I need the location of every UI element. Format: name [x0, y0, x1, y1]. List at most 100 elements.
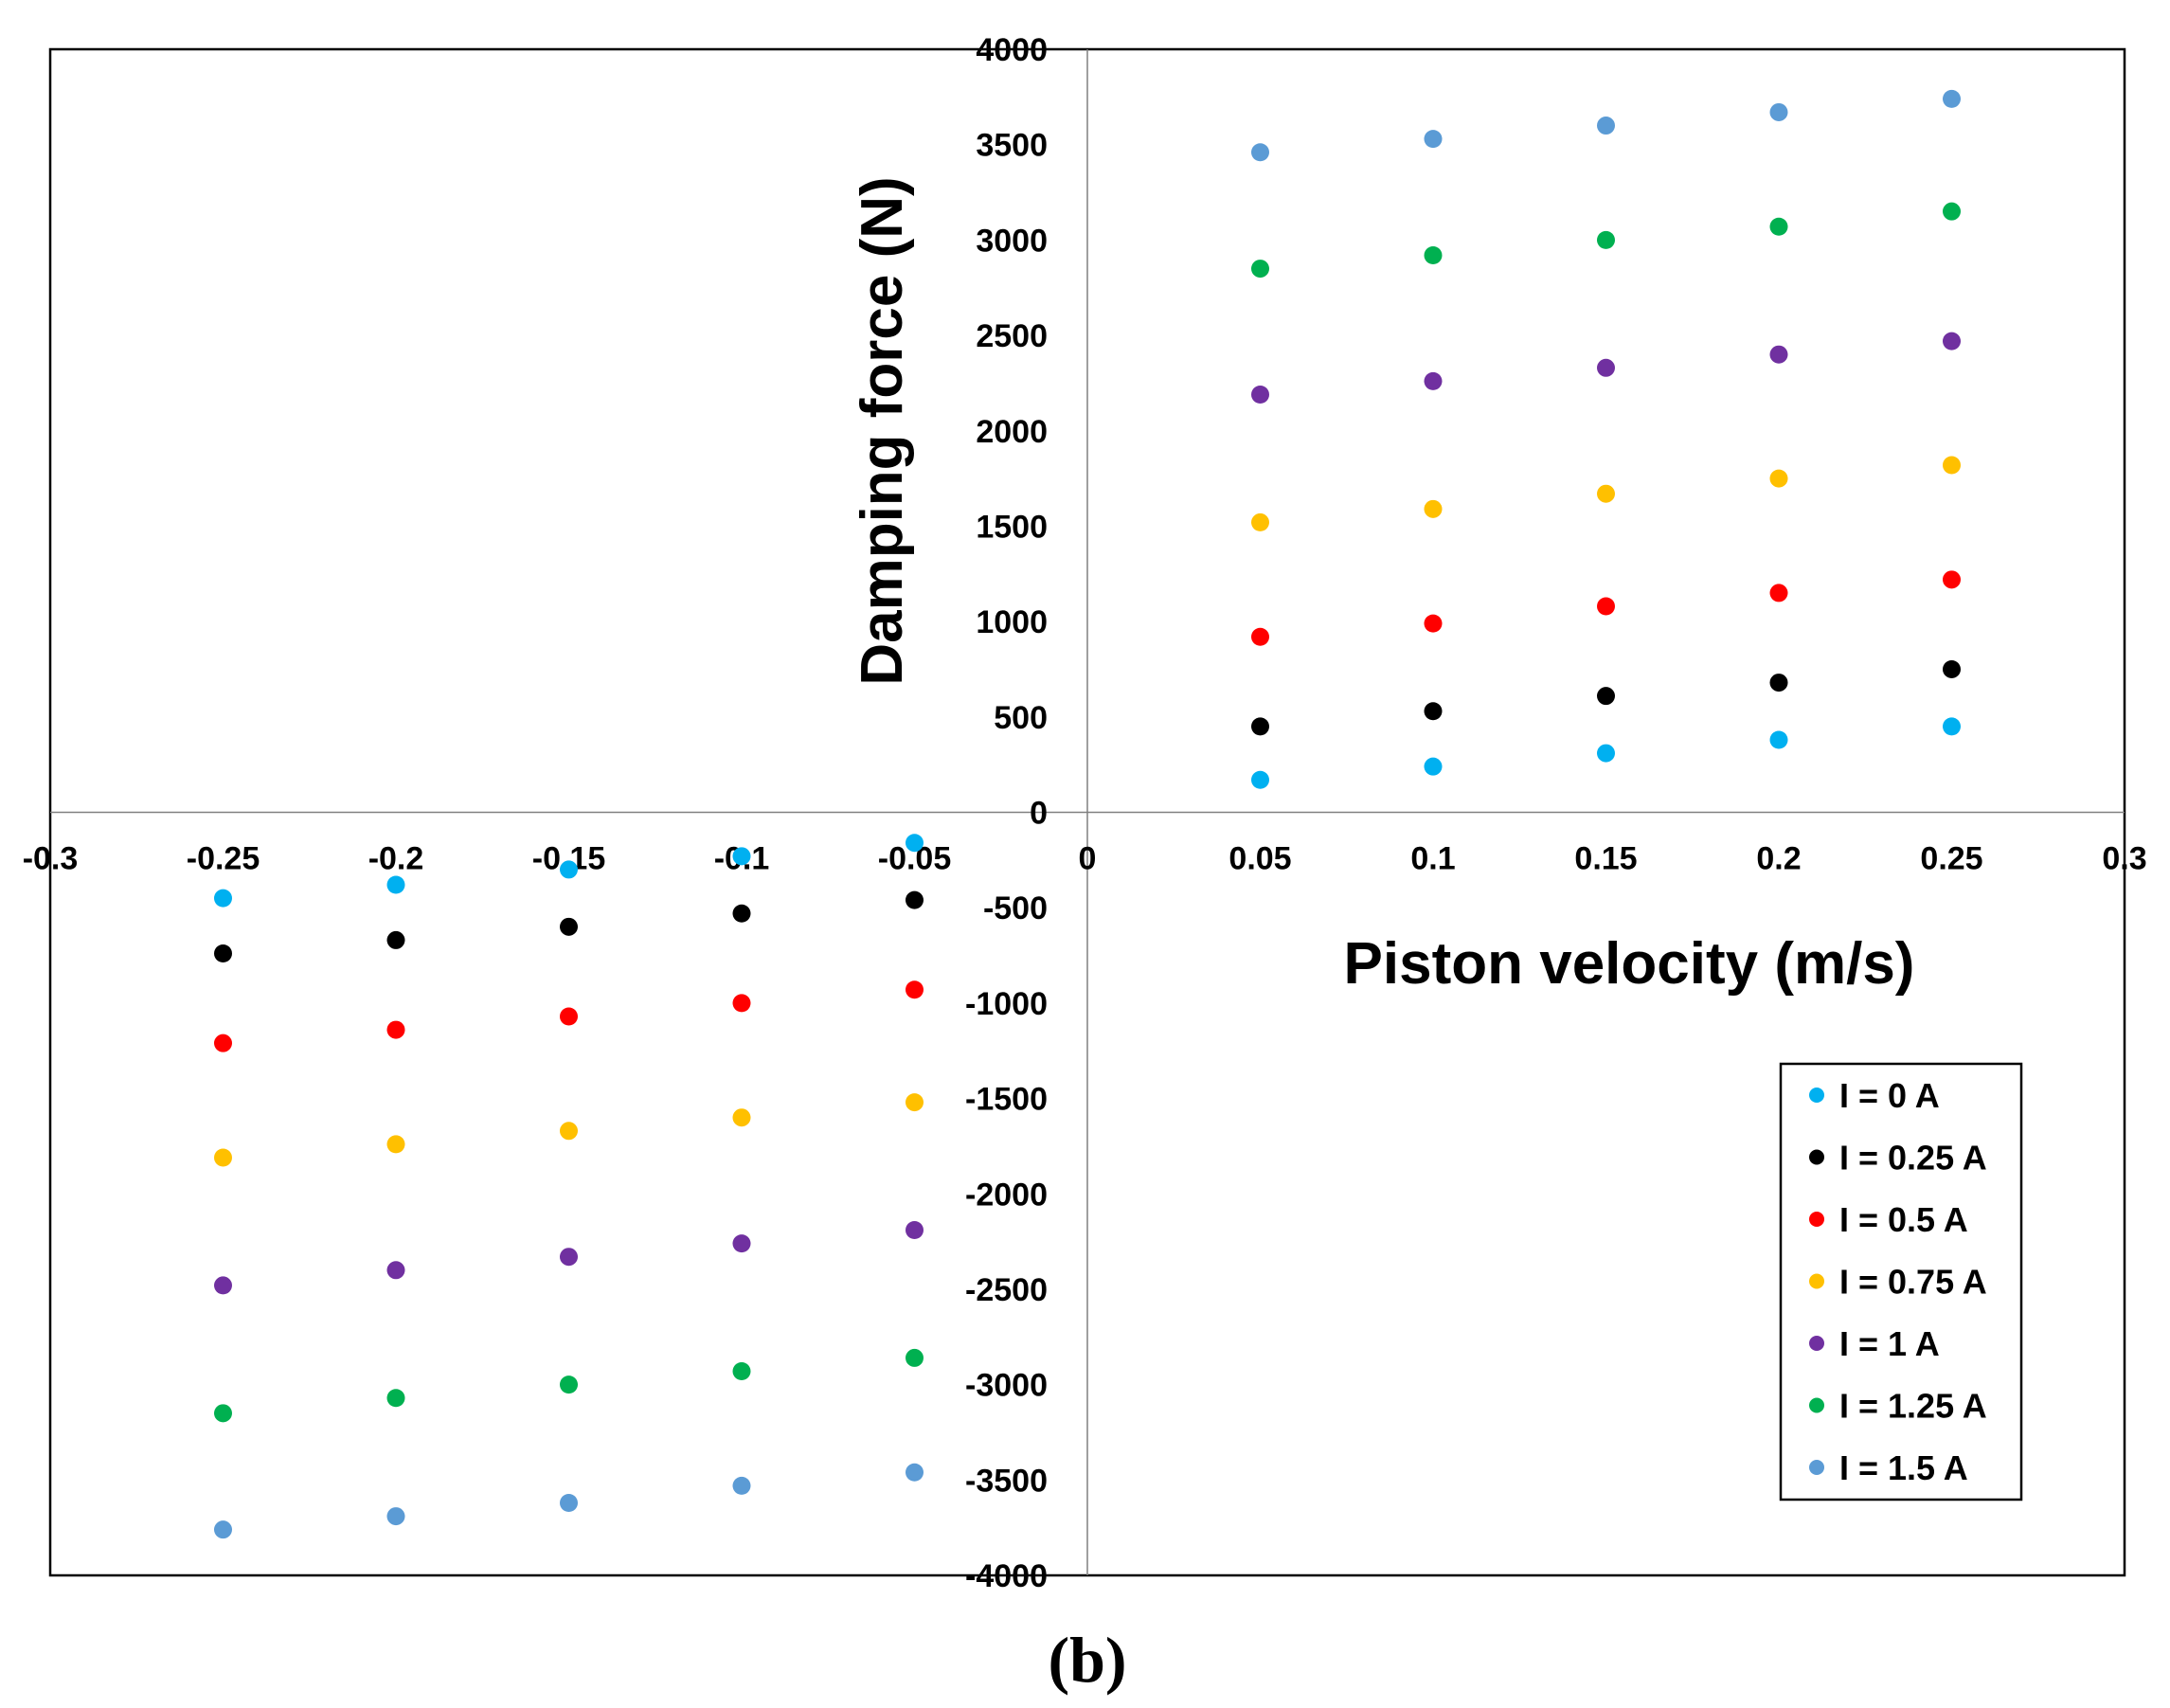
- data-point: [1251, 770, 1269, 789]
- data-point: [1424, 499, 1443, 518]
- x-tick-label: -0.2: [368, 841, 424, 877]
- series-3: [214, 570, 1961, 1052]
- y-tick-label: 2000: [976, 414, 1048, 450]
- legend-label: I = 0.5 A: [1839, 1200, 1968, 1239]
- data-point: [1424, 130, 1443, 149]
- legend-label: I = 1.5 A: [1839, 1448, 1968, 1487]
- legend-label: I = 1.25 A: [1839, 1387, 1987, 1426]
- data-point: [732, 994, 751, 1013]
- data-point: [386, 875, 405, 894]
- data-point: [1424, 614, 1443, 633]
- data-point: [1251, 385, 1269, 404]
- legend-marker: [1809, 1397, 1824, 1413]
- data-point: [1943, 717, 1961, 736]
- data-point: [560, 1122, 578, 1141]
- data-point: [1769, 584, 1788, 602]
- legend: I = 0 A I = 0.25 A I = 0.5 A I = 0.75 A I = …: [1779, 1062, 2023, 1501]
- data-point: [1943, 570, 1961, 589]
- data-point: [1943, 332, 1961, 351]
- legend-marker: [1809, 1273, 1824, 1289]
- data-point: [1251, 717, 1269, 736]
- data-point: [214, 1276, 232, 1295]
- data-point: [906, 1093, 924, 1112]
- data-point: [1769, 469, 1788, 488]
- x-tick-labels: -0.3-0.25-0.2-0.15-0.1-0.0500.050.10.150…: [23, 841, 2147, 877]
- y-tick-label: -3500: [965, 1463, 1048, 1499]
- x-tick-label: -0.25: [187, 841, 260, 877]
- y-tick-label: 3500: [976, 128, 1048, 164]
- y-tick-label: 0: [1030, 796, 1048, 832]
- data-point: [1597, 358, 1615, 377]
- y-tick-labels: -4000 -3500 -3000 -2500 -2000 -1500 -1000 -500 0…: [965, 32, 1048, 1594]
- data-point: [1251, 512, 1269, 531]
- y-tick-label: -2000: [965, 1177, 1048, 1213]
- data-points: [214, 89, 1961, 1539]
- data-point: [906, 890, 924, 909]
- y-tick-label: -1000: [965, 986, 1048, 1022]
- data-point: [1943, 89, 1961, 108]
- data-point: [1597, 597, 1615, 616]
- y-tick-label: 1000: [976, 604, 1048, 640]
- data-point: [1769, 674, 1788, 692]
- data-point: [1597, 117, 1615, 135]
- data-point: [1769, 730, 1788, 749]
- data-point: [386, 1135, 405, 1154]
- data-point: [1251, 143, 1269, 162]
- data-point: [1424, 245, 1443, 264]
- y-axis-title: Damping force (N): [850, 176, 915, 685]
- legend-label: I = 1 A: [1839, 1324, 1940, 1363]
- data-point: [732, 847, 751, 866]
- data-point: [560, 917, 578, 936]
- y-tick-label: -2500: [965, 1272, 1048, 1308]
- data-point: [214, 1404, 232, 1423]
- data-point: [560, 1007, 578, 1026]
- x-axis-title: Piston velocity (m/s): [1344, 931, 1915, 997]
- y-tick-label: -3000: [965, 1368, 1048, 1404]
- legend-marker: [1809, 1460, 1824, 1475]
- data-point: [214, 944, 232, 963]
- data-point: [906, 834, 924, 853]
- data-point: [560, 1375, 578, 1394]
- x-tick-label: 0.1: [1410, 841, 1455, 877]
- legend-marker: [1809, 1336, 1824, 1351]
- y-tick-label: -500: [983, 890, 1048, 926]
- data-point: [732, 1234, 751, 1253]
- data-point: [560, 1248, 578, 1267]
- data-point: [732, 1108, 751, 1127]
- x-tick-label: 0: [1079, 841, 1097, 877]
- figure-caption: (b): [1048, 1624, 1126, 1696]
- data-point: [214, 889, 232, 908]
- data-point: [906, 1463, 924, 1482]
- y-tick-label: 1500: [976, 509, 1048, 545]
- y-tick-label: 2500: [976, 318, 1048, 354]
- series-2: [214, 659, 1961, 963]
- data-point: [214, 1520, 232, 1539]
- data-point: [732, 1476, 751, 1495]
- data-point: [732, 1362, 751, 1381]
- x-tick-label: 0.05: [1228, 841, 1291, 877]
- data-point: [1424, 371, 1443, 390]
- data-point: [214, 1034, 232, 1052]
- data-point: [1769, 102, 1788, 121]
- axes: [50, 49, 2125, 1575]
- data-point: [214, 1148, 232, 1167]
- legend-marker: [1809, 1088, 1824, 1103]
- data-point: [386, 930, 405, 949]
- y-tick-label: 4000: [976, 32, 1048, 68]
- data-point: [386, 1261, 405, 1280]
- data-point: [906, 1348, 924, 1367]
- x-tick-label: 0.2: [1756, 841, 1801, 877]
- series-5: [214, 332, 1961, 1295]
- series-7: [214, 89, 1961, 1539]
- data-point: [1597, 484, 1615, 503]
- series-1: [214, 717, 1961, 908]
- legend-label: I = 0 A: [1839, 1076, 1940, 1115]
- data-point: [1597, 744, 1615, 763]
- data-point: [1943, 659, 1961, 678]
- data-point: [560, 860, 578, 879]
- series-6: [214, 202, 1961, 1423]
- data-point: [1251, 260, 1269, 279]
- x-tick-label: 0.15: [1574, 841, 1637, 877]
- y-tick-label: 3000: [976, 223, 1048, 259]
- data-point: [1424, 702, 1443, 721]
